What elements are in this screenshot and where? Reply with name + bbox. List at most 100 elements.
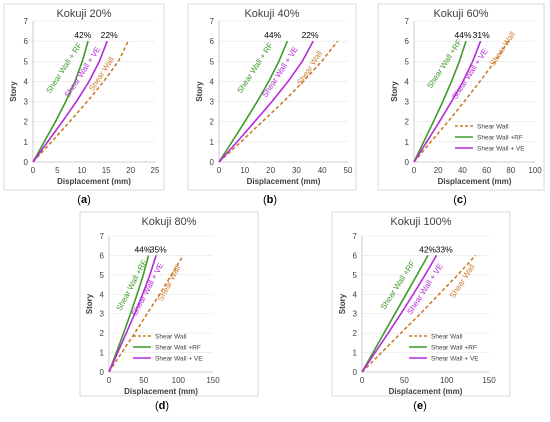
y-tick-label: 2 (24, 118, 29, 127)
x-tick-label: 0 (107, 376, 112, 385)
y-axis-title: Story (195, 81, 204, 102)
series-line-shear-wall-ve (361, 254, 438, 373)
panel-d: Kokuji 80% 0 1 2 3 4 5 6 7 0 50 100 150 Displacement … (79, 211, 259, 412)
x-axis-title: Displacement (mm) (124, 387, 198, 396)
panel-letter: (b) (263, 194, 277, 206)
panel-letter: (d) (155, 400, 169, 412)
y-tick-label: 1 (353, 349, 358, 358)
legend-label-shear-wall: Shear Wall (477, 124, 509, 131)
series-line-shear-wall-rf (32, 40, 89, 163)
reduction-annotation: 44% (454, 30, 471, 40)
series-line-shear-wall-ve (108, 255, 157, 373)
x-tick-label: 100 (172, 376, 186, 385)
series-line-shear-wall (413, 40, 510, 163)
reduction-annotation: 44% (134, 244, 151, 254)
x-tick-label: 0 (412, 166, 417, 175)
x-axis-title: Displacement (mm) (389, 387, 463, 396)
y-tick-label: 7 (24, 17, 29, 26)
y-tick-label: 4 (100, 290, 105, 299)
chart-title: Kokuji 60% (433, 8, 488, 20)
y-tick-label: 0 (24, 158, 29, 167)
chart-frame (187, 3, 357, 191)
chart-frame (377, 3, 545, 191)
y-tick-label: 1 (210, 138, 215, 147)
chart-frame (3, 3, 165, 191)
x-tick-label: 0 (360, 376, 365, 385)
y-tick-label: 1 (24, 138, 29, 147)
reduction-annotation: 31% (473, 30, 490, 40)
y-tick-label: 2 (353, 329, 358, 338)
y-axis-title: Story (390, 81, 399, 102)
y-tick-label: 4 (210, 77, 215, 86)
x-tick-label: 40 (318, 166, 327, 175)
series-line-shear-wall-ve (32, 40, 108, 163)
y-tick-label: 0 (405, 158, 410, 167)
y-tick-label: 3 (210, 98, 215, 107)
x-tick-label: 30 (292, 166, 301, 175)
legend-label-shear-wall-rf: Shear Wall +RF (477, 135, 523, 142)
panel-e: Kokuji 100% 0 1 2 3 4 5 6 7 0 50 100 150 Displacement… (331, 211, 511, 412)
reduction-annotation: 44% (264, 30, 281, 40)
x-tick-label: 25 (151, 166, 160, 175)
y-tick-label: 6 (405, 37, 410, 46)
reduction-annotation: 33% (436, 244, 453, 254)
y-tick-label: 6 (353, 251, 358, 260)
panel-letter: (a) (77, 194, 90, 206)
y-tick-label: 3 (100, 310, 105, 319)
y-tick-label: 5 (100, 271, 105, 280)
x-tick-label: 60 (482, 166, 491, 175)
panel-letter: (c) (453, 194, 466, 206)
y-tick-label: 1 (100, 349, 105, 358)
panel-b: Kokuji 40% 0 1 2 3 4 5 6 7 0 10 20 30 40 50 Displacemen… (187, 3, 357, 206)
x-tick-label: 15 (102, 166, 111, 175)
y-tick-label: 7 (210, 17, 215, 26)
series-line-shear-wall-rf (218, 40, 289, 163)
x-tick-label: 50 (400, 376, 409, 385)
legend-label-shear-wall: Shear Wall (155, 334, 187, 341)
y-axis-title: Story (85, 293, 94, 314)
y-tick-label: 5 (210, 57, 215, 66)
y-tick-label: 7 (100, 232, 105, 241)
y-tick-label: 0 (353, 368, 358, 377)
x-axis-title: Displacement (mm) (247, 177, 321, 186)
y-axis-title: Story (338, 293, 347, 314)
series-line-shear-wall-ve (413, 40, 482, 163)
reduction-annotation: 35% (150, 244, 167, 254)
y-tick-label: 0 (210, 158, 215, 167)
y-tick-label: 1 (405, 138, 410, 147)
y-tick-label: 7 (405, 17, 410, 26)
panel-letter: (e) (413, 400, 426, 412)
x-axis-title: Displacement (mm) (57, 177, 131, 186)
x-axis-title: Displacement (mm) (438, 177, 512, 186)
x-tick-label: 0 (31, 166, 36, 175)
x-tick-label: 100 (440, 376, 454, 385)
x-tick-label: 0 (217, 166, 222, 175)
legend-label-shear-wall-ve: Shear Wall + VE (431, 356, 479, 363)
x-tick-label: 40 (458, 166, 467, 175)
y-tick-label: 0 (100, 368, 105, 377)
y-tick-label: 6 (100, 251, 105, 260)
reduction-annotation: 22% (302, 30, 319, 40)
x-tick-label: 20 (126, 166, 135, 175)
y-tick-label: 5 (353, 271, 358, 280)
y-tick-label: 2 (405, 118, 410, 127)
x-tick-label: 20 (266, 166, 275, 175)
y-tick-label: 2 (210, 118, 215, 127)
y-tick-label: 5 (24, 57, 29, 66)
panel-c: Kokuji 60% 0 1 2 3 4 5 6 7 0 20 40 60 80 100 Displaceme… (377, 3, 545, 206)
y-tick-label: 3 (353, 310, 358, 319)
x-tick-label: 150 (206, 376, 220, 385)
series-line-shear-wall-ve (218, 40, 314, 163)
reduction-annotation: 22% (101, 30, 118, 40)
reduction-annotation: 42% (419, 244, 436, 254)
y-tick-label: 4 (353, 290, 358, 299)
chart-frame (79, 211, 259, 397)
legend-label-shear-wall-rf: Shear Wall +RF (431, 345, 477, 352)
y-tick-label: 4 (24, 77, 29, 86)
x-tick-label: 150 (482, 376, 496, 385)
x-tick-label: 100 (528, 166, 542, 175)
chart-title: Kokuji 80% (141, 216, 196, 228)
series-line-shear-wall-rf (361, 255, 429, 373)
x-tick-label: 10 (240, 166, 249, 175)
reduction-annotation: 42% (74, 30, 91, 40)
